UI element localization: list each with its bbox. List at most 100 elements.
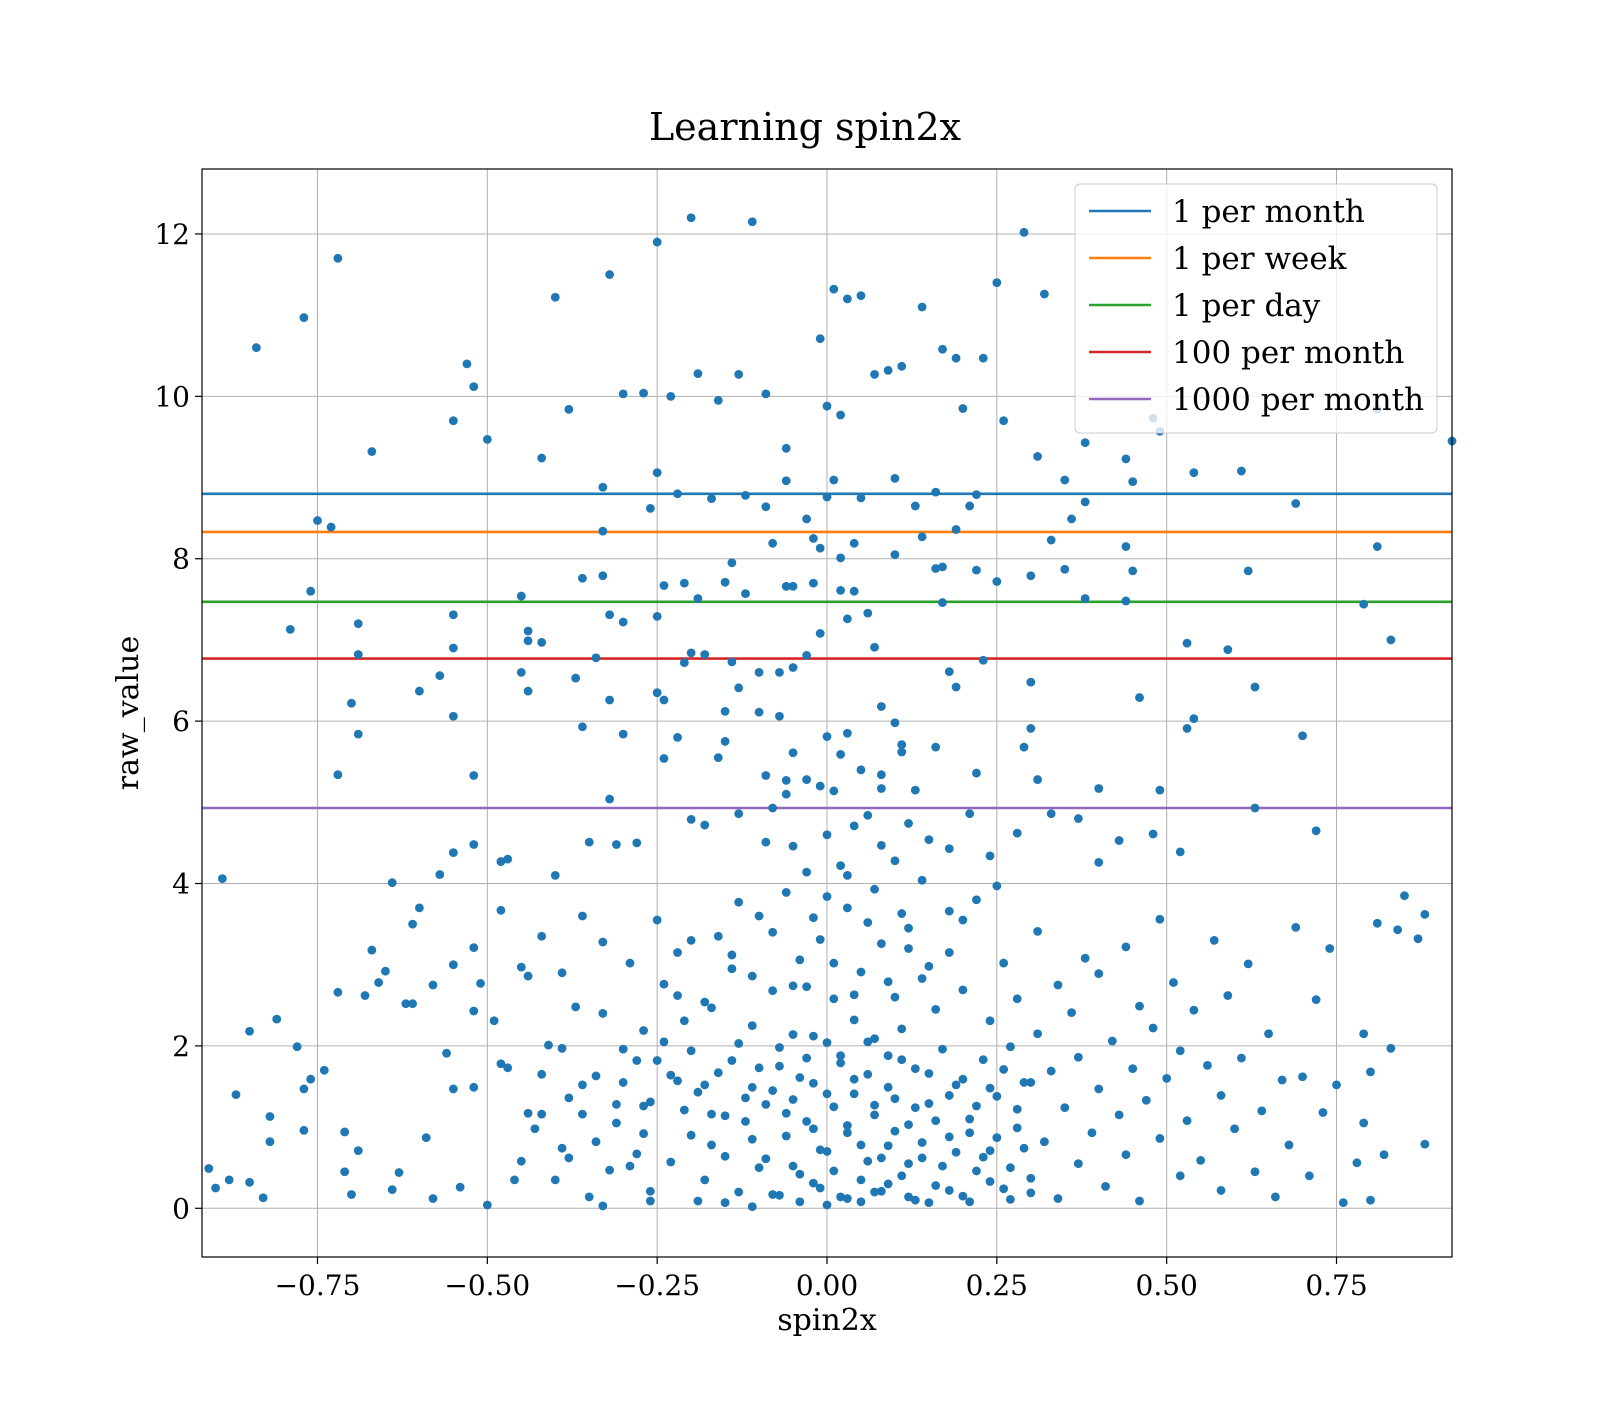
legend-label: 100 per month <box>1172 335 1404 371</box>
data-point <box>679 658 689 668</box>
data-point <box>761 837 771 847</box>
data-point <box>571 673 581 683</box>
data-point <box>781 888 791 897</box>
data-point <box>931 1181 941 1190</box>
data-point <box>883 1179 893 1189</box>
data-point <box>652 611 662 621</box>
data-point <box>265 1112 275 1121</box>
data-point <box>693 594 703 603</box>
data-point <box>985 851 995 861</box>
data-point <box>788 1161 798 1171</box>
data-point <box>659 695 669 705</box>
data-point <box>1121 454 1131 464</box>
data-point <box>340 1127 350 1137</box>
data-point <box>741 589 750 599</box>
data-point <box>849 1015 859 1025</box>
data-point <box>931 1116 941 1125</box>
data-point <box>754 668 764 677</box>
data-point <box>876 784 886 793</box>
data-point <box>992 278 1002 288</box>
data-point <box>938 1161 947 1171</box>
data-point <box>944 1132 954 1142</box>
data-point <box>829 475 839 485</box>
data-point <box>944 948 954 957</box>
data-point <box>1006 1042 1015 1052</box>
data-point <box>781 1108 791 1118</box>
data-point <box>754 911 764 921</box>
data-point <box>659 754 669 763</box>
data-point <box>870 1034 879 1043</box>
x-tick-label: 0.00 <box>796 1269 858 1302</box>
data-point <box>781 789 791 799</box>
data-point <box>713 396 723 405</box>
data-point <box>781 1131 791 1141</box>
data-point <box>856 291 866 301</box>
data-point <box>931 1004 941 1014</box>
data-point <box>299 1125 309 1135</box>
data-point <box>713 931 723 941</box>
data-point <box>537 637 547 647</box>
y-tick-label: 2 <box>172 1030 190 1063</box>
data-point <box>394 1168 404 1177</box>
data-point <box>1277 1075 1287 1085</box>
data-point <box>985 1083 995 1093</box>
data-point <box>856 765 866 775</box>
data-point <box>1080 497 1090 507</box>
data-point <box>829 284 839 294</box>
data-point <box>1304 1171 1314 1181</box>
data-point <box>809 1178 818 1188</box>
data-point <box>618 389 628 399</box>
data-point <box>482 434 492 444</box>
data-point <box>842 294 852 304</box>
data-point <box>1203 1060 1212 1070</box>
data-point <box>598 1201 608 1211</box>
data-point <box>1243 959 1253 969</box>
data-point <box>1196 1155 1206 1165</box>
data-point <box>666 391 676 401</box>
data-point <box>211 1183 220 1193</box>
data-point <box>856 1175 866 1185</box>
data-point <box>910 1103 920 1113</box>
data-point <box>326 522 336 532</box>
data-point <box>1026 1188 1036 1198</box>
data-point <box>904 1159 913 1169</box>
data-point <box>1053 1194 1063 1203</box>
data-point <box>917 974 927 983</box>
data-point <box>598 937 608 947</box>
legend: 1 per month 1 per week 1 per day 100 per mo… <box>1074 183 1438 434</box>
data-point <box>1189 714 1199 724</box>
data-point <box>1182 638 1192 648</box>
data-point <box>1019 1143 1029 1153</box>
data-point <box>1257 1106 1267 1116</box>
data-point <box>1311 995 1321 1005</box>
data-point <box>1243 566 1253 576</box>
data-point <box>1006 1194 1015 1204</box>
data-point <box>965 1128 975 1138</box>
data-point <box>686 935 696 945</box>
data-point <box>788 981 798 991</box>
data-point <box>679 1105 689 1115</box>
data-point <box>999 1184 1009 1194</box>
data-point <box>1033 927 1042 936</box>
data-point <box>516 668 526 677</box>
data-point <box>700 1080 710 1090</box>
data-point <box>618 729 628 739</box>
data-point <box>374 978 384 987</box>
data-point <box>822 732 832 741</box>
data-point <box>693 369 703 379</box>
data-point <box>876 840 886 850</box>
x-tick-label: 0.25 <box>966 1269 1028 1302</box>
data-point <box>605 270 615 279</box>
data-point <box>1182 1116 1192 1125</box>
data-point <box>272 1014 282 1024</box>
data-point <box>985 1016 995 1026</box>
data-point <box>666 1070 676 1080</box>
data-point <box>632 1149 642 1159</box>
data-point <box>1175 1171 1185 1181</box>
data-point <box>245 1177 254 1187</box>
data-point <box>849 586 859 596</box>
data-point <box>217 874 227 884</box>
data-point <box>972 1166 981 1176</box>
data-point <box>632 1056 642 1065</box>
data-point <box>285 624 295 634</box>
